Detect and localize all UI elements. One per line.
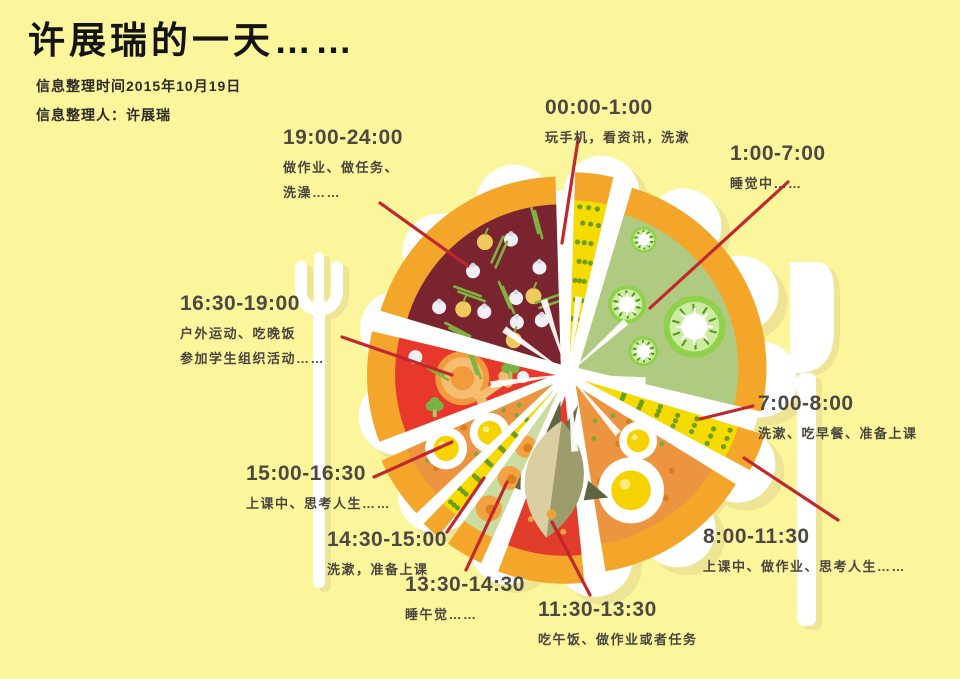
pizza-slice-11:30-13:30 [497, 395, 609, 584]
meta-time: 信息整理时间2015年10月19日 [36, 77, 242, 94]
pizza-slice-19:00-24:00 [380, 176, 561, 365]
poster-title: 许展瑞的一天…… [28, 20, 356, 61]
pizza-slice-14:30-15:00 [423, 389, 555, 537]
fork-icon [295, 252, 343, 588]
meta-author: 信息整理人：许展瑞 [36, 106, 171, 123]
connector-line [560, 138, 580, 245]
connector-line [648, 180, 790, 310]
connector-line [372, 440, 454, 479]
connector-line [445, 476, 486, 534]
center-starburst [490, 296, 646, 452]
connector-line [742, 456, 840, 522]
pizza-slice-16:30-19:00 [367, 331, 555, 442]
knife-icon [790, 262, 834, 626]
connector-line [550, 520, 592, 597]
connector-line [378, 201, 470, 268]
connector-line [698, 404, 755, 421]
connector-line [340, 335, 454, 377]
pizza-slice-13:30-14:30 [447, 391, 558, 563]
pizza-slice-7:00-8:00 [584, 380, 765, 471]
connector-line [464, 480, 509, 572]
poster-header: 许展瑞的一天…… 信息整理时间2015年10月19日 信息整理人：许展瑞 [28, 20, 356, 125]
